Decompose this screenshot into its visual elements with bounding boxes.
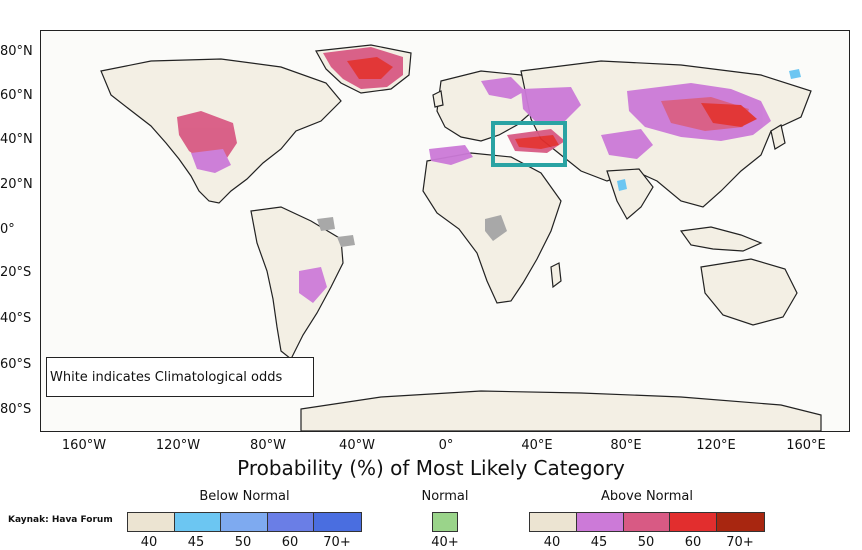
lon-tick-label: 120°W [155,438,201,453]
legend-above-swatch [670,513,718,531]
legend-above-label: 40 [543,535,561,550]
legend-above-bar [529,512,765,532]
legend-above-title: Above Normal [601,489,693,504]
lon-tick-label: 80°W [250,438,286,453]
legend-below-swatch [174,513,222,531]
map-frame [40,30,850,432]
legend-above-label: 50 [637,535,655,550]
lon-tick-label: 40°E [521,438,553,453]
above-normal-shading [177,47,771,303]
lon-tick-label: 40°W [339,438,375,453]
legend-above-label: 70+ [726,535,754,550]
lat-tick-label: 80°N [0,44,33,59]
legend-below-swatch [128,513,175,531]
legend-below-swatch [221,513,268,531]
madagascar [550,262,562,289]
highlight-box [491,121,567,167]
legend-below-label: 40 [140,535,158,550]
source-label: Kaynak: Hava Forum [8,515,113,525]
legend-below-label: 45 [187,535,205,550]
legend-above-swatch [717,513,764,531]
uk [432,90,444,108]
legend-above-swatch [576,513,624,531]
japan [770,124,786,150]
world-map [100,44,822,431]
lon-tick-label: 160°W [61,438,107,453]
lat-tick-label: 40°S [0,311,32,326]
lat-tick-label: 20°S [0,265,32,280]
lon-tick-label: 120°E [696,438,736,453]
legend-normal-title: Normal [421,489,469,504]
legend-below-label: 70+ [323,535,351,550]
antarctica [300,390,822,431]
legend-below-label: 60 [281,535,299,550]
legend-below-swatch [267,513,315,531]
legend-normal-label: 40+ [431,535,459,550]
legend-below-bar [127,512,362,532]
legend-above-label: 60 [684,535,702,550]
lat-tick-label: 0° [0,222,15,237]
lat-tick-label: 80°S [0,402,32,417]
legend-below-label: 50 [234,535,252,550]
indonesia [679,226,763,252]
australia [700,258,798,326]
lon-tick-label: 80°E [610,438,642,453]
lat-tick-label: 60°N [0,88,33,103]
map-title: Probability (%) of Most Likely Category [237,456,625,480]
lon-tick-label: 0° [438,438,454,453]
legend-below-swatch [314,513,361,531]
legend-normal-bar [432,512,458,532]
legend-above-swatch [530,513,577,531]
legend-above-label: 45 [590,535,608,550]
lat-tick-label: 60°S [0,357,32,372]
other-shading [317,69,801,247]
legend-above-swatch [623,513,671,531]
lon-tick-label: 160°E [786,438,826,453]
legend-below-title: Below Normal [199,489,290,504]
legend-normal-swatch [433,513,457,531]
lat-tick-label: 40°N [0,132,33,147]
climatological-note: White indicates Climatological odds [46,357,314,397]
lat-tick-label: 20°N [0,177,33,192]
